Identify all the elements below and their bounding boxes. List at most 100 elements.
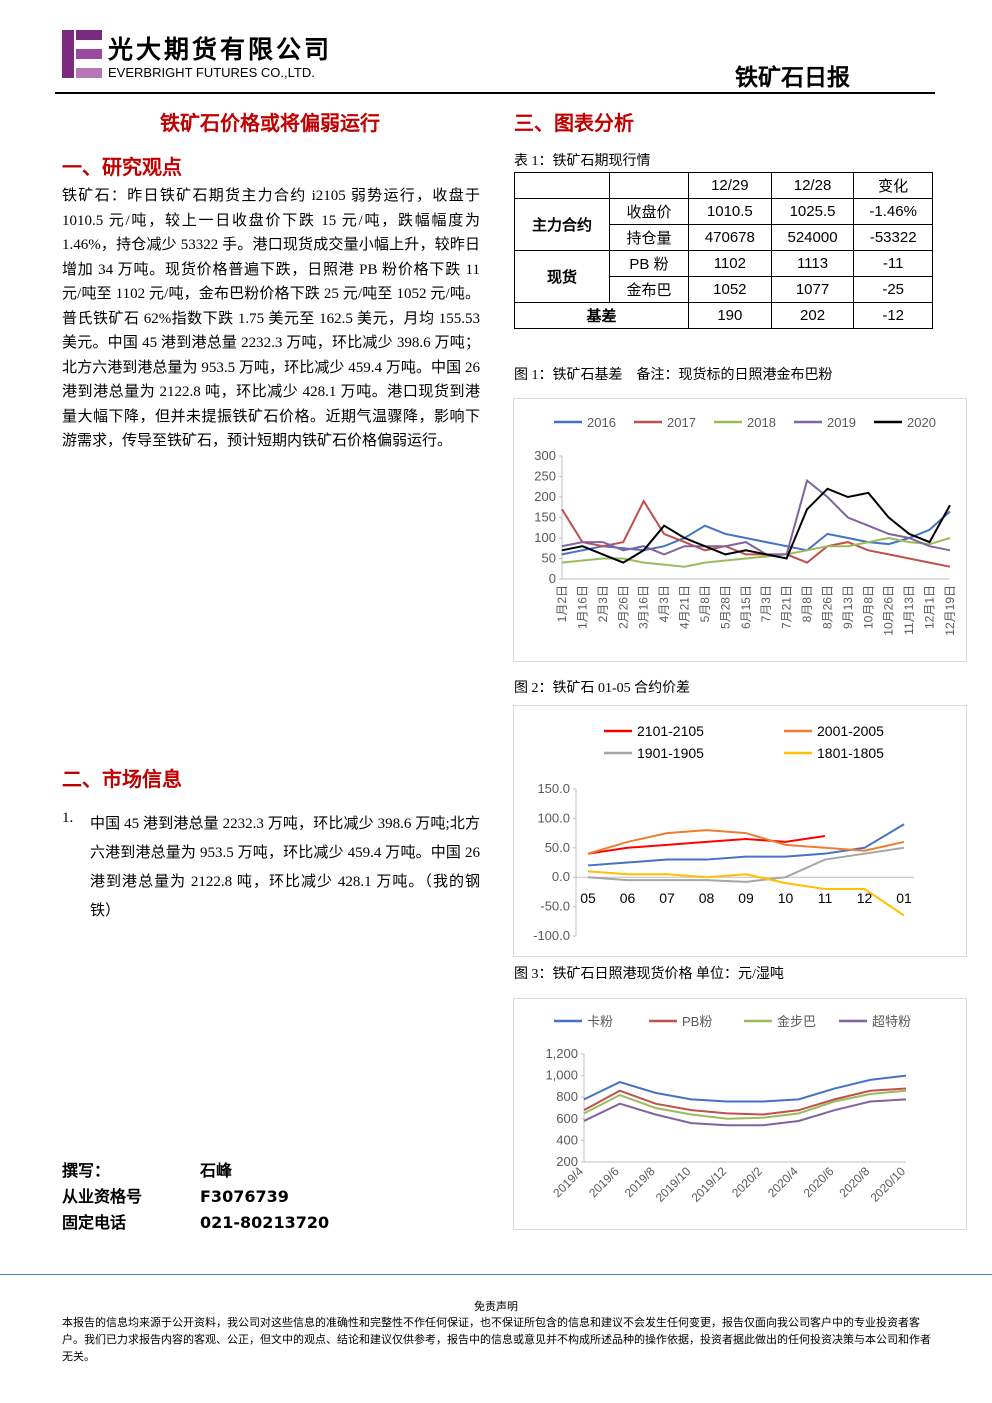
x-tick-label: 10月8日 [861,585,875,629]
y-tick-label: 100.0 [537,810,570,825]
x-tick-label: 2019/4 [550,1164,586,1200]
y-tick-label: 600 [556,1111,578,1126]
row-label: PB 粉 [609,250,689,277]
cell: 1102 [688,250,772,277]
company-cn: 光大期货有限公司 [108,35,333,64]
legend-label: 1901-1905 [637,745,704,761]
row-label: 收盘价 [609,198,689,225]
cell: 190 [688,302,772,329]
legend-label: 卡粉 [587,1014,613,1029]
series-line [583,1087,907,1116]
series-line [561,499,951,568]
y-tick-label: 200 [556,1154,578,1169]
x-tick-label: 4月21日 [678,585,692,629]
header-cell: 12/29 [688,172,772,199]
section-heading: 二、市场信息 [62,767,182,791]
cell: 202 [770,302,855,329]
series-line [587,835,826,855]
logo [62,30,102,78]
y-tick-label: 1,200 [545,1046,578,1061]
series-line [587,829,905,855]
y-tick-label: 100 [534,530,556,545]
series-line [583,1074,907,1103]
author-label: 从业资格号 [62,1187,143,1206]
cell [609,172,689,199]
x-tick-label: 5月28日 [718,585,732,629]
author-label: 撰写： [62,1161,111,1180]
cell: 1113 [770,250,855,277]
y-tick-label: 800 [556,1089,578,1104]
author-value: 021-80213720 [200,1213,330,1232]
x-tick-label: 7月3日 [759,585,773,622]
legend-label: 超特粉 [872,1014,911,1029]
cell: -25 [853,276,933,303]
company-en: EVERBRIGHT FUTURES CO.,LTD. [108,65,315,80]
legend-label: 2016 [587,415,616,430]
legend-label: 金步巴 [777,1014,816,1029]
x-tick-label: 12月19日 [943,585,957,636]
x-tick-label: 06 [620,890,636,906]
y-tick-label: 0.0 [552,869,570,884]
series-line [587,846,905,883]
x-tick-label: 2020/2 [729,1164,765,1200]
figure-caption: 图 3：铁矿石日照港现货价格 单位：元/湿吨 [514,967,784,982]
x-tick-label: 1月2日 [555,585,569,622]
table-caption: 表 1：铁矿石期现行情 [514,154,651,169]
main-title: 铁矿石价格或将偏弱运行 [160,111,380,135]
x-tick-label: 10月26日 [882,585,896,636]
header-cell: 变化 [853,172,933,199]
author-value: 石峰 [200,1161,233,1180]
legend-label: 2101-2105 [637,723,704,739]
legend-label: 2017 [667,415,696,430]
report-name: 铁矿石日报 [735,65,850,91]
x-tick-label: 2019/12 [689,1164,730,1205]
paragraph: 铁矿石：昨日铁矿石期货主力合约 i2105 弱势运行，收盘于 1010.5 元/… [62,188,480,449]
legend-label: 2001-2005 [817,723,884,739]
x-tick-label: 4月3日 [657,585,671,622]
x-tick-label: 01 [896,890,912,906]
y-tick-label: 300 [534,448,556,463]
series-line [561,510,951,556]
authors: 撰写： 石峰 从业资格号 F3076739 固定电话 021-80213720 [62,1158,329,1236]
x-tick-label: 07 [659,890,675,906]
cell: 1025.5 [770,198,855,225]
x-tick-label: 09 [738,890,754,906]
chart: -100.0 -50.0 0.0 50.0 100.0 150.0 05 06 07 08 09 10… [513,705,967,957]
author-label: 固定电话 [62,1213,127,1232]
cell: 1010.5 [688,198,772,225]
series-line [587,870,905,917]
series-line [561,478,951,556]
cell: -53322 [853,224,933,251]
quote-table: 12/29 12/28 变化 主力合约 收盘价 1010.5 1025.5 -1.46% 持… [514,172,933,329]
author-row: 固定电话 021-80213720 [62,1210,329,1236]
series-line [561,487,951,564]
author-row: 撰写： 石峰 [62,1158,329,1184]
y-tick-label: 150 [534,510,556,525]
cell: 1077 [770,276,855,303]
group-cell: 现货 [514,250,610,303]
x-tick-label: 2020/10 [868,1164,909,1205]
disclaimer-title: 免责声明 [474,1300,518,1313]
y-tick-label: 150.0 [537,781,570,796]
x-tick-label: 2019/10 [653,1164,694,1205]
x-tick-label: 12 [857,890,873,906]
x-tick-label: 8月8日 [800,585,814,622]
disclaimer: 本报告的信息均来源于公开资料，我公司对这些信息的准确性和完整性不作任何保证，也不… [62,1316,931,1363]
x-tick-label: 5月8日 [698,585,712,622]
x-tick-label: 11月13日 [902,585,916,635]
group-cell: 主力合约 [514,198,610,251]
item-text: 中国 45 港到港总量 2232.3 万吨，环比减少 398.6 万吨;北方六港… [90,816,480,919]
cell: -12 [853,302,933,329]
x-tick-label: 8月26日 [820,585,834,629]
x-tick-label: 2020/4 [765,1164,801,1200]
row-label: 持仓量 [609,224,689,251]
y-tick-label: -100.0 [533,928,570,943]
series-line [561,536,951,568]
y-tick-label: 50 [542,551,556,566]
x-tick-label: 1月16日 [575,585,589,629]
x-tick-label: 2019/6 [586,1164,622,1200]
author-value: F3076739 [200,1187,289,1206]
figure-caption: 图 1：铁矿石基差 备注：现货标的日照港金布巴粉 [514,368,833,383]
legend-label: PB粉 [682,1014,712,1029]
